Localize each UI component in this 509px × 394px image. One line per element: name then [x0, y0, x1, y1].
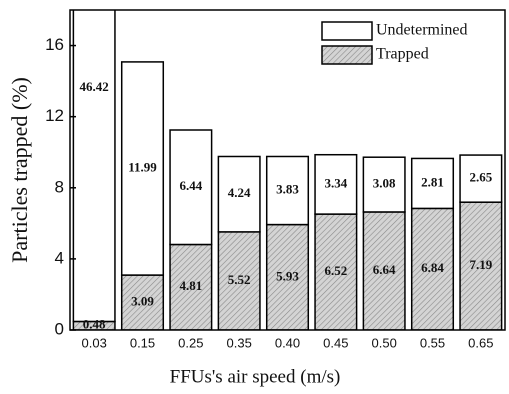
y-tick-label: 4	[55, 248, 64, 267]
legend-label: Trapped	[376, 46, 429, 63]
y-tick-label: 12	[45, 106, 64, 125]
data-label: 6.64	[373, 262, 396, 277]
bar-segment	[265, 155, 310, 226]
data-label: 4.81	[179, 278, 202, 293]
legend-swatch	[321, 21, 373, 41]
bar-segment	[120, 61, 165, 276]
data-label: 0.48	[83, 317, 106, 332]
legend-label: Undetermined	[376, 22, 468, 39]
x-tick-label: 0.40	[275, 335, 300, 350]
data-label: 2.81	[421, 174, 444, 189]
bar-segment	[169, 129, 213, 246]
x-tick-label: 0.65	[468, 335, 493, 350]
data-label: 3.34	[324, 175, 347, 190]
data-label: 3.08	[373, 176, 396, 191]
bar-segment	[169, 243, 213, 330]
data-label: 2.65	[469, 170, 492, 185]
data-label: 11.99	[128, 159, 157, 174]
data-label: 6.84	[421, 260, 444, 275]
bar-segment	[72, 10, 116, 323]
x-tick-label: 0.50	[372, 335, 397, 350]
bar-segment	[362, 156, 406, 213]
bar-segment	[459, 201, 503, 330]
data-label: 7.19	[469, 257, 492, 272]
y-tick-label: 16	[45, 35, 64, 54]
bar-segment	[314, 213, 358, 330]
data-label: 6.52	[324, 263, 347, 278]
y-axis-label: Particles trapped (%)	[7, 77, 32, 263]
bar-segment	[410, 207, 455, 330]
bar-segment	[314, 153, 358, 215]
x-tick-label: 0.55	[420, 335, 445, 350]
bar-segment	[459, 154, 503, 203]
plot-frame	[69, 9, 506, 331]
x-tick-label: 0.03	[82, 335, 107, 350]
data-label: 5.93	[276, 268, 299, 283]
bar-segment	[217, 231, 261, 330]
x-tick-label: 0.35	[227, 335, 252, 350]
data-label: 3.09	[131, 294, 154, 309]
bar-segment	[410, 157, 455, 210]
data-label: 46.42	[80, 79, 109, 94]
bar-segment	[217, 155, 261, 233]
data-label: 5.52	[228, 272, 251, 287]
x-tick-label: 0.45	[323, 335, 348, 350]
x-tick-label: 0.15	[130, 335, 155, 350]
x-axis-label: FFUs's air speed (m/s)	[170, 366, 341, 387]
data-label: 4.24	[228, 185, 251, 200]
data-label: 6.44	[179, 178, 202, 193]
bars	[72, 10, 503, 330]
x-tick-label: 0.25	[178, 335, 203, 350]
data-label: 3.83	[276, 182, 299, 197]
y-tick-label: 8	[55, 177, 64, 196]
y-tick-label: 0	[55, 319, 64, 338]
legend-swatch	[321, 45, 373, 65]
